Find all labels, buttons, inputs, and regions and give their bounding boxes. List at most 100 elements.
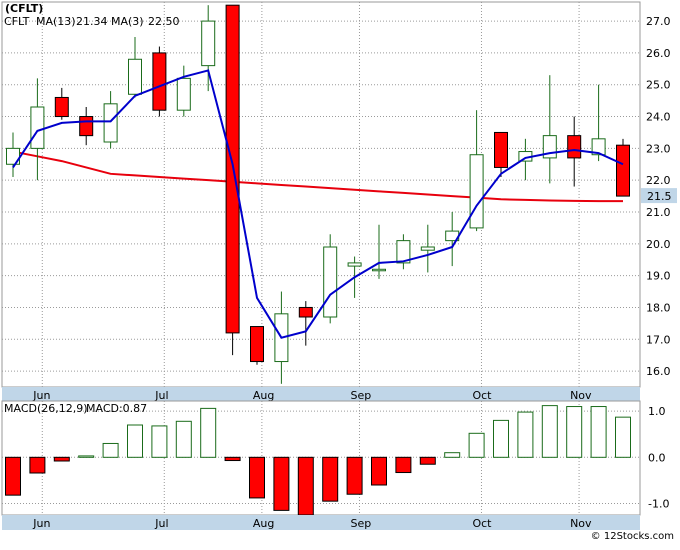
copyright-footer: © 12Stocks.com <box>590 531 674 542</box>
candle <box>30 78 45 181</box>
macd-bar-negative <box>29 456 46 474</box>
price-y-tick-label: 24.0 <box>646 111 671 124</box>
candle <box>298 301 313 346</box>
price-x-tick-label: Jun <box>32 389 50 402</box>
price-plot-frame <box>1 1 641 388</box>
price-panel: 16.0 17.0 18.0 19.0 20.0 21.0 22.0 23.0 24.0 25.0… <box>1 1 677 402</box>
candle <box>420 224 435 273</box>
ma3-line-layer <box>12 69 624 339</box>
candle <box>176 65 191 117</box>
macd-bar-positive <box>102 442 119 458</box>
candle <box>201 5 216 92</box>
macd-bar-positive <box>590 406 607 458</box>
candle <box>567 116 582 187</box>
macd-bar-negative <box>224 456 241 462</box>
macd-x-tick-label: Oct <box>472 517 492 530</box>
macd-bar-positive <box>517 411 534 458</box>
candle-body-down <box>152 52 167 111</box>
macd-plot-frame <box>1 400 641 516</box>
price-y-tick-label: 26.0 <box>646 47 671 60</box>
candle-body-up <box>128 58 142 95</box>
macd-bars-layer <box>5 405 631 516</box>
macd-bar-negative <box>371 456 387 486</box>
candle-body-up <box>30 106 45 149</box>
macd-bar-positive <box>151 425 168 458</box>
price-y-tick-label: 25.0 <box>646 79 671 92</box>
candle-body-down <box>567 135 582 159</box>
candle-body-down <box>54 96 69 118</box>
candle-body-up <box>469 154 484 229</box>
price-y-tick-label: 23.0 <box>646 142 671 155</box>
macd-y-tick-label: 0.0 <box>648 451 666 464</box>
candle <box>323 234 338 324</box>
price-y-tick-label: 16.0 <box>646 365 671 378</box>
macd-bar-positive <box>566 406 583 458</box>
macd-x-tick-label: Aug <box>253 517 274 530</box>
macd-gridlines <box>2 401 640 515</box>
macd-bar-positive <box>615 416 631 458</box>
candle-body-up <box>396 240 411 264</box>
price-legend: CFLT MA(13) 21.34 MA(3) 22.50 <box>4 15 180 28</box>
last-price-label-bg <box>641 188 677 204</box>
price-x-tick-label: Aug <box>253 389 274 402</box>
legend-macd-value: MACD:0.87 <box>86 402 147 415</box>
candle-body-up <box>323 246 338 318</box>
price-gridlines <box>2 2 640 387</box>
macd-x-tick-label: Sep <box>350 517 371 530</box>
macd-bar-positive <box>127 424 143 458</box>
candle-body-up <box>176 77 191 111</box>
price-y-tick-label: 21.0 <box>646 206 671 219</box>
macd-bar-negative <box>346 456 363 495</box>
price-y-tick-label: 17.0 <box>646 333 671 346</box>
macd-x-tick-label: Jun <box>32 517 50 530</box>
candle-body-up <box>347 262 362 267</box>
macd-bar-negative <box>273 456 290 511</box>
candle-body-down <box>616 144 630 197</box>
price-x-axis: Jun Jul Aug Sep Oct Nov <box>32 389 592 402</box>
price-x-tick-label: Sep <box>350 389 371 402</box>
price-y-tick-label: 22.0 <box>646 174 671 187</box>
last-price-tag: 21.5 <box>641 188 677 204</box>
price-x-tick-label: Nov <box>570 389 592 402</box>
candle-body-up <box>103 103 118 143</box>
macd-y-tick-label: -1.0 <box>648 497 669 510</box>
macd-bar-negative <box>249 456 265 499</box>
candle <box>152 46 167 117</box>
candle-body-up <box>420 246 435 251</box>
macd-bar-negative <box>322 456 339 502</box>
price-y-tick-label: 27.0 <box>646 15 671 28</box>
legend-ma3-label: MA(3) <box>111 15 144 28</box>
legend-ma3-value: 22.50 <box>148 15 180 28</box>
price-x-axis-band <box>2 387 640 402</box>
price-y-tick-label: 20.0 <box>646 238 671 251</box>
price-y-tick-label: 18.0 <box>646 301 671 314</box>
legend-ma13-label: MA(13) <box>36 15 76 28</box>
price-y-tick-label: 19.0 <box>646 270 671 283</box>
candle-body-up <box>591 138 606 156</box>
candle <box>372 224 386 279</box>
macd-x-axis-band <box>2 515 640 530</box>
macd-x-tick-label: Nov <box>570 517 592 530</box>
candle <box>54 87 69 120</box>
ma13-line <box>12 150 623 203</box>
macd-bar-positive <box>493 419 509 458</box>
macd-bar-positive <box>175 420 192 458</box>
macd-bar-positive <box>541 405 558 458</box>
ma13-line-layer <box>12 150 623 203</box>
candle-body-up <box>201 20 216 67</box>
macd-legend: MACD(26,12,9) MACD:0.87 <box>4 402 147 415</box>
candle <box>225 4 240 356</box>
macd-bar-negative <box>297 456 314 516</box>
candle <box>616 138 630 197</box>
price-x-tick-label: Oct <box>472 389 492 402</box>
macd-bar-negative <box>5 456 21 496</box>
candle <box>103 91 118 149</box>
candle-body-down <box>79 116 94 137</box>
macd-bar-negative <box>395 456 412 474</box>
price-y-axis: 16.0 17.0 18.0 19.0 20.0 21.0 22.0 23.0 24.0 25.0… <box>646 15 671 378</box>
macd-y-tick-label: 1.0 <box>648 405 666 418</box>
candle-body-down <box>298 306 313 318</box>
macd-x-tick-label: Jul <box>154 517 168 530</box>
